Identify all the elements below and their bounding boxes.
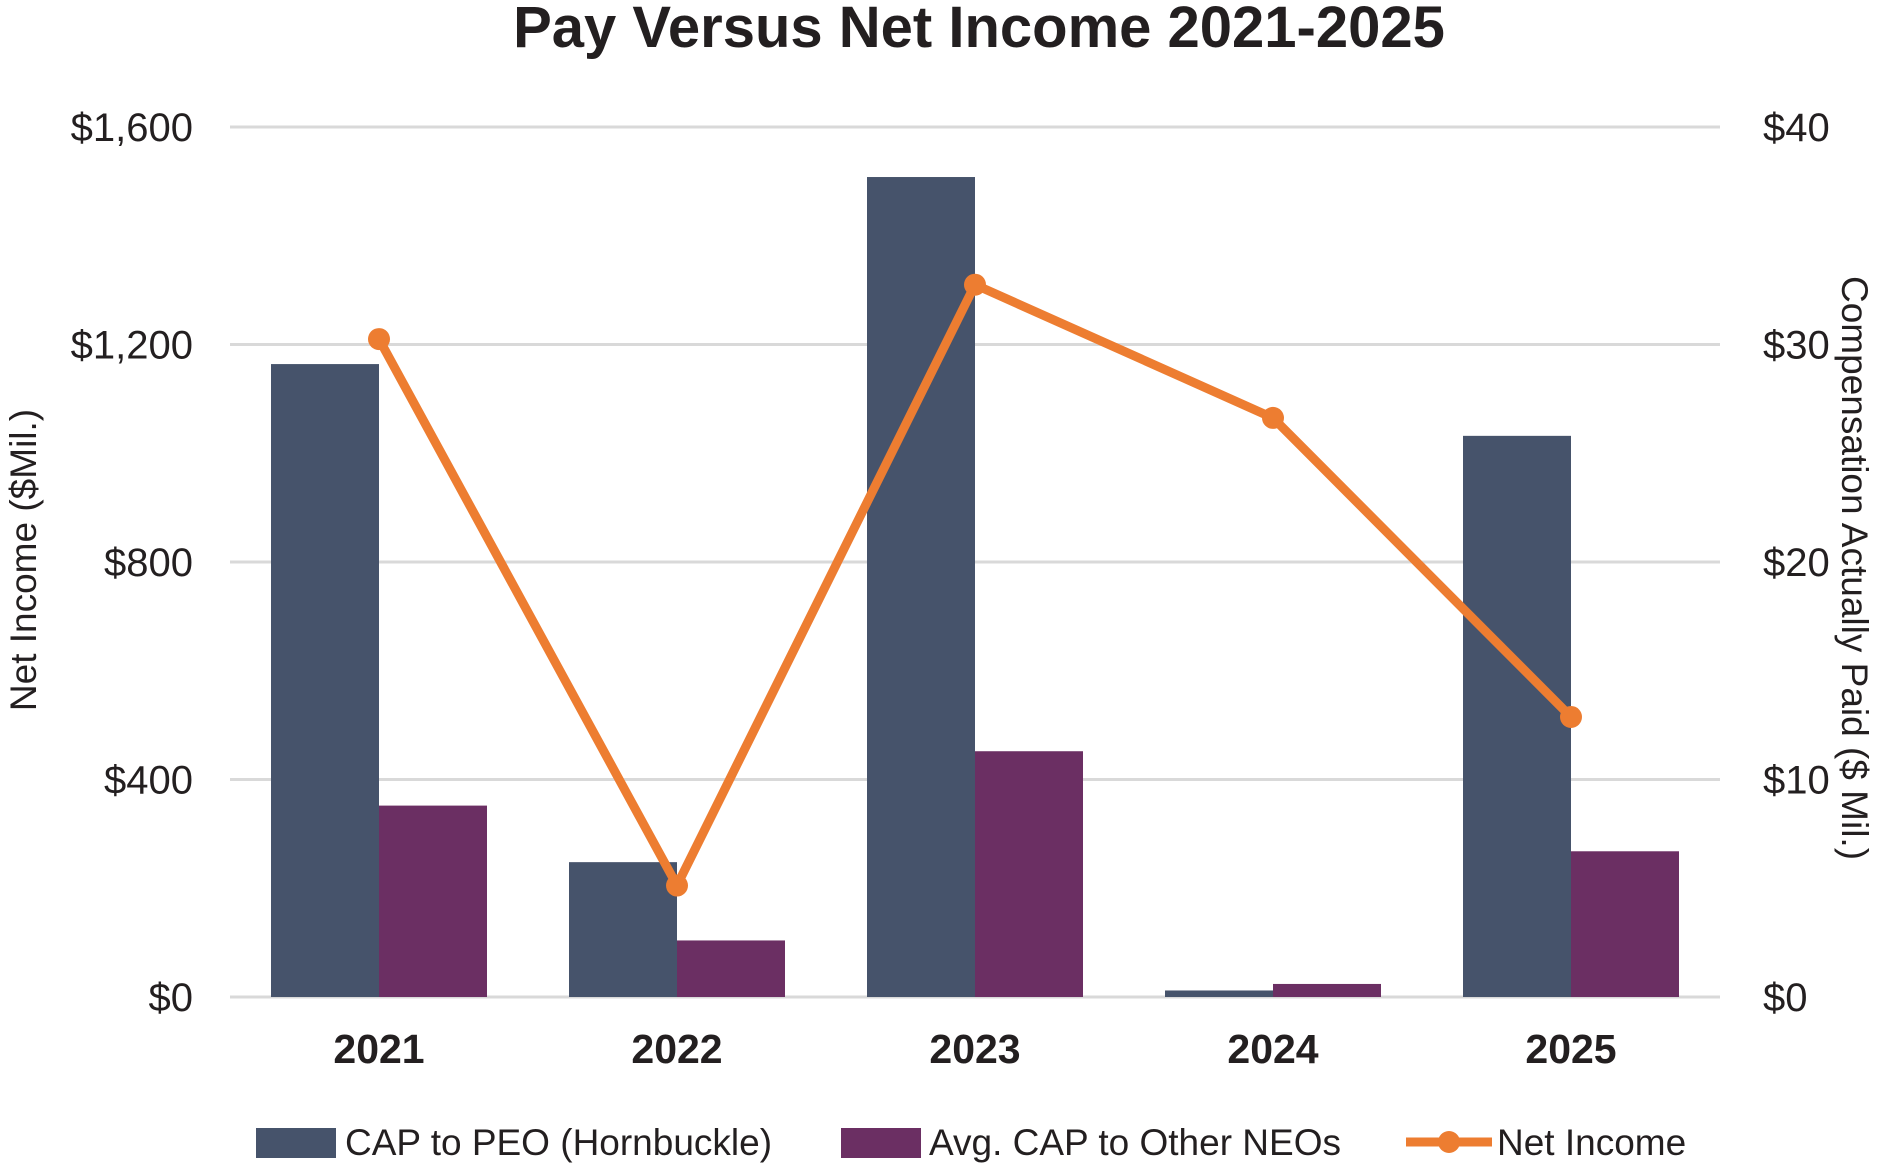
x-tick-label: 2021 [333, 1026, 424, 1072]
right-tick-label: $30 [1763, 324, 1830, 368]
bar-cap-peo-2025 [1463, 435, 1571, 998]
bar-cap-neos-2025 [1571, 851, 1679, 997]
bars [271, 177, 1679, 998]
right-axis-title: Compensation Actually Paid ($ Mil.) [1834, 276, 1875, 860]
bar-cap-neos-2023 [975, 751, 1083, 997]
legend-label-neos: Avg. CAP to Other NEOs [929, 1122, 1341, 1163]
x-tick-label: 2023 [929, 1026, 1020, 1072]
bar-cap-peo-2023 [867, 177, 975, 997]
left-tick-label: $800 [104, 541, 193, 585]
left-axis-title: Net Income ($Mil.) [3, 409, 44, 711]
left-tick-label: $1,200 [71, 324, 193, 368]
net-income-point-2022 [666, 874, 688, 897]
right-tick-label: $10 [1763, 759, 1830, 803]
net-income-point-2025 [1560, 705, 1582, 728]
net-income-point-2021 [368, 328, 390, 351]
net-income-point-2024 [1262, 406, 1284, 429]
bar-cap-peo-2022 [569, 862, 677, 997]
x-tick-label: 2025 [1525, 1026, 1616, 1072]
right-tick-label: $0 [1763, 976, 1808, 1020]
right-tick-label: $20 [1763, 541, 1830, 585]
bar-cap-neos-2022 [677, 940, 785, 997]
net-income-point-2023 [964, 273, 986, 296]
left-tick-label: $1,600 [71, 106, 193, 150]
bar-cap-peo-2024 [1165, 990, 1273, 997]
right-tick-label: $40 [1763, 106, 1830, 150]
legend-label-net-income: Net Income [1497, 1122, 1686, 1163]
bar-cap-neos-2021 [379, 805, 487, 997]
bar-cap-neos-2024 [1273, 983, 1381, 997]
legend-marker-net-income [1438, 1131, 1460, 1153]
chart-title: Pay Versus Net Income 2021-2025 [513, 0, 1445, 60]
bar-cap-peo-2021 [271, 364, 379, 997]
axis-ticks: $0 $400 $800 $1,200 $1,600 $0 $10 $20 $30 $40 2021… [71, 106, 1830, 1072]
x-tick-label: 2022 [631, 1026, 722, 1072]
legend-swatch-neos [841, 1128, 921, 1158]
legend-swatch-peo [256, 1128, 336, 1158]
x-tick-label: 2024 [1227, 1026, 1318, 1072]
net-income-line-layer [368, 273, 1582, 897]
legend: CAP to PEO (Hornbuckle) Avg. CAP to Othe… [256, 1122, 1686, 1163]
left-tick-label: $400 [104, 759, 193, 803]
legend-label-peo: CAP to PEO (Hornbuckle) [345, 1122, 772, 1163]
left-tick-label: $0 [149, 976, 194, 1020]
